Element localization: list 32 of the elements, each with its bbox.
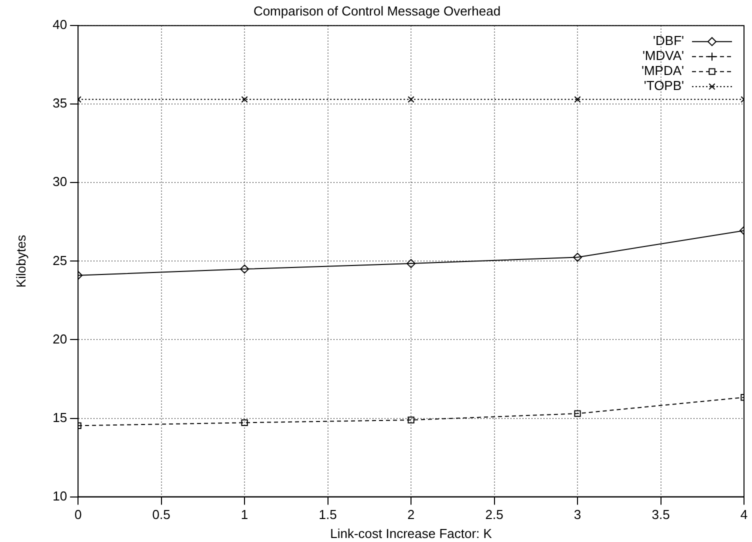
point	[241, 419, 248, 426]
point	[406, 259, 416, 268]
y-tick-label: 20	[52, 331, 68, 346]
point	[574, 96, 581, 103]
legend-label: 'DBF'	[653, 33, 684, 48]
y-tick-label: 25	[52, 252, 68, 268]
point	[241, 96, 248, 103]
x-axis-title: Link-cost Increase Factor: K	[330, 526, 492, 541]
x-tick-label: 3	[574, 507, 582, 522]
legend-label: 'MDVA'	[642, 48, 684, 64]
chart-title: Comparison of Control Message Overhead	[253, 3, 501, 18]
x-tick-label: 0	[74, 507, 82, 522]
point	[574, 410, 581, 417]
y-axis-title: Kilobytes	[13, 234, 28, 288]
legend-label: 'TOPB'	[644, 78, 684, 94]
x-tick-label: 1.5	[318, 507, 337, 522]
x-tick-label: 2	[407, 507, 415, 522]
y-tick-label: 15	[52, 410, 68, 425]
x-tick-label: 3.5	[652, 507, 670, 522]
point	[408, 96, 414, 103]
x-tick-label: 0.5	[152, 507, 170, 522]
x-tick-label: 4	[740, 507, 748, 522]
point	[573, 252, 582, 262]
point	[240, 264, 250, 274]
y-tick-label: 40	[52, 17, 68, 32]
x-tick-label: 1	[240, 507, 248, 522]
y-tick-label: 10	[52, 488, 68, 504]
x-tick-label: 2.5	[485, 507, 504, 522]
y-tick-label: 30	[52, 174, 68, 190]
point	[408, 416, 414, 424]
y-tick-label: 35	[52, 96, 68, 111]
legend-label: 'MPDA'	[641, 63, 684, 78]
